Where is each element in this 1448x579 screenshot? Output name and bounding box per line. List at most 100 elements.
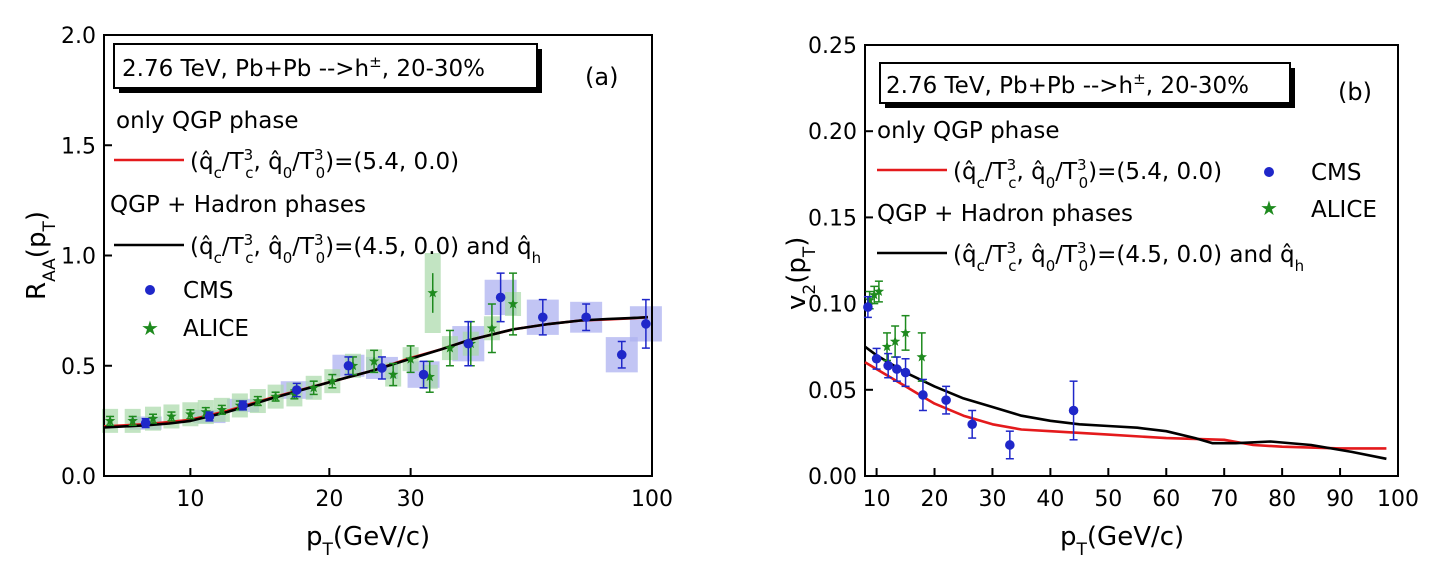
a-alice-point <box>424 371 435 382</box>
a-cms-points <box>140 272 651 429</box>
b-x-axis-label: pT(GeV/c) <box>1060 522 1184 560</box>
b-x-tick-label: 60 <box>1152 487 1180 512</box>
a-cms-point <box>495 292 506 303</box>
a-alice-point <box>387 369 399 380</box>
b-alice-point <box>873 286 885 296</box>
a-y-tick-label: 2.0 <box>61 24 96 49</box>
b-x-tick-label: 40 <box>1036 487 1064 512</box>
a-x-tick-label: 20 <box>315 487 343 512</box>
b-plot-frame <box>864 44 1399 477</box>
a-legend-alice-marker: ★ <box>141 316 159 340</box>
b-axes-frame <box>864 44 1399 477</box>
a-legend-hadron-line: (q̂c/T3 c, q̂0/T3 0)=(4.5, 0.0) and q̂h <box>190 231 541 267</box>
a-alice-point <box>507 298 519 309</box>
a-y-axis-label: RAA(pT) <box>22 211 60 300</box>
a-alice-point <box>185 408 196 419</box>
b-cms-point <box>892 364 902 374</box>
b-cms-point <box>883 360 893 371</box>
a-y-tick-label: 1.0 <box>61 245 96 270</box>
b-x-tick-label: 70 <box>1210 487 1238 512</box>
a-alice-point <box>147 413 159 424</box>
a-cms-point <box>377 363 387 373</box>
b-cms-point <box>1005 440 1015 450</box>
a-alice-point <box>166 410 177 421</box>
a-cms-point <box>140 418 151 428</box>
a-cms-point <box>537 312 548 323</box>
b-curve-qgp <box>864 361 1387 450</box>
a-alice-point <box>216 404 228 415</box>
a-cms-point <box>418 369 429 380</box>
a-legend-alice: ALICE <box>183 316 249 342</box>
a-alice-point <box>427 287 438 298</box>
b-cms-point <box>871 353 882 364</box>
b-legend-qgp-header: only QGP phase <box>877 118 1059 144</box>
b-title: 2.76 TeV, Pb+Pb -->h±, 20-30% <box>886 70 1249 99</box>
a-title-box: 2.76 TeV, Pb+Pb -->h±, 20-30% <box>113 43 542 93</box>
a-legend-cms: CMS <box>183 278 234 304</box>
b-x-tick-label: 50 <box>1094 487 1122 512</box>
b-title-box: 2.76 TeV, Pb+Pb -->h±, 20-30% <box>879 62 1295 108</box>
b-alice-point <box>869 289 880 300</box>
b-cms-point <box>941 395 951 405</box>
b-x-ticks: 10 20 30 40 50 60 70 80 90 100 <box>863 468 1419 512</box>
b-model-curves <box>864 345 1387 461</box>
a-cms-point <box>641 319 651 329</box>
a-alice-point <box>444 342 456 353</box>
a-alice-point <box>308 382 319 393</box>
b-alice-point <box>864 294 875 305</box>
b-curve-hadron <box>864 345 1387 461</box>
b-alice-points <box>864 280 928 382</box>
b-y-tick-label: 0.25 <box>808 34 857 59</box>
a-title-frame <box>113 43 538 89</box>
b-cms-point <box>900 367 911 378</box>
b-legend-qgp-line: (q̂c/T3 c, q̂0/T3 0)=(5.4, 0.0) <box>953 156 1222 192</box>
a-alice-point <box>486 322 498 333</box>
b-x-tick-label: 100 <box>1377 487 1419 512</box>
b-y-tick-label: 0.15 <box>808 206 857 231</box>
b-cms-point <box>967 419 977 430</box>
a-y-tick-label: 0.5 <box>61 355 96 380</box>
a-alice-point <box>127 415 138 426</box>
a-alice-point <box>104 415 116 426</box>
b-alice-point <box>889 336 901 346</box>
a-x-tick-label: 30 <box>397 487 425 512</box>
b-legend-alice: ALICE <box>1311 197 1377 223</box>
b-legend-hadron-line: (q̂c/T3 c, q̂0/T3 0)=(4.5, 0.0) and q̂h <box>953 239 1304 275</box>
a-panel-label: (a) <box>585 63 618 91</box>
b-alice-point <box>916 351 928 362</box>
b-legend-cms: CMS <box>1311 160 1362 186</box>
b-cms-points <box>863 295 1079 460</box>
b-y-tick-label: 0.00 <box>808 465 857 490</box>
b-legend-cms-marker <box>1264 167 1274 177</box>
b-x-tick-label: 30 <box>978 487 1006 512</box>
a-alice-point <box>405 353 416 364</box>
a-x-tick-label: 10 <box>176 487 204 512</box>
a-cms-point <box>581 312 591 323</box>
a-cms-point <box>204 411 215 422</box>
a-x-ticks: 10 20 30 100 <box>176 468 673 512</box>
a-y-tick-label: 1.5 <box>61 134 96 159</box>
a-cms-point <box>291 385 302 395</box>
b-cms-point <box>918 390 928 400</box>
a-legend-hadron-header: QGP + Hadron phases <box>110 192 366 218</box>
panel-a: 10 20 30 100 0.0 0.5 1.0 1.5 2.0 2.76 TeV, Pb+P… <box>22 24 673 560</box>
b-x-tick-label: 10 <box>863 487 891 512</box>
b-legend-hadron-header: QGP + Hadron phases <box>877 201 1133 227</box>
a-x-axis-label: pT(GeV/c) <box>306 522 430 560</box>
a-alice-point <box>270 391 281 402</box>
a-legend-cms-marker <box>145 285 155 295</box>
b-title-frame <box>879 62 1291 104</box>
a-cms-point <box>238 400 248 411</box>
a-legend-qgp-line: (q̂c/T3 c, q̂0/T3 0)=(5.4, 0.0) <box>190 146 459 182</box>
b-x-tick-label: 20 <box>921 487 949 512</box>
b-y-ticks: 0.00 0.05 0.10 0.15 0.20 0.25 <box>808 34 873 490</box>
a-cms-point <box>463 338 474 349</box>
a-x-tick-label: 100 <box>631 487 673 512</box>
b-x-tick-label: 90 <box>1326 487 1354 512</box>
b-y-tick-label: 0.05 <box>808 379 857 404</box>
a-legend-qgp-header: only QGP phase <box>116 108 298 134</box>
a-cms-point <box>343 360 354 371</box>
a-alice-point <box>327 375 338 386</box>
b-y-tick-label: 0.10 <box>808 293 857 318</box>
